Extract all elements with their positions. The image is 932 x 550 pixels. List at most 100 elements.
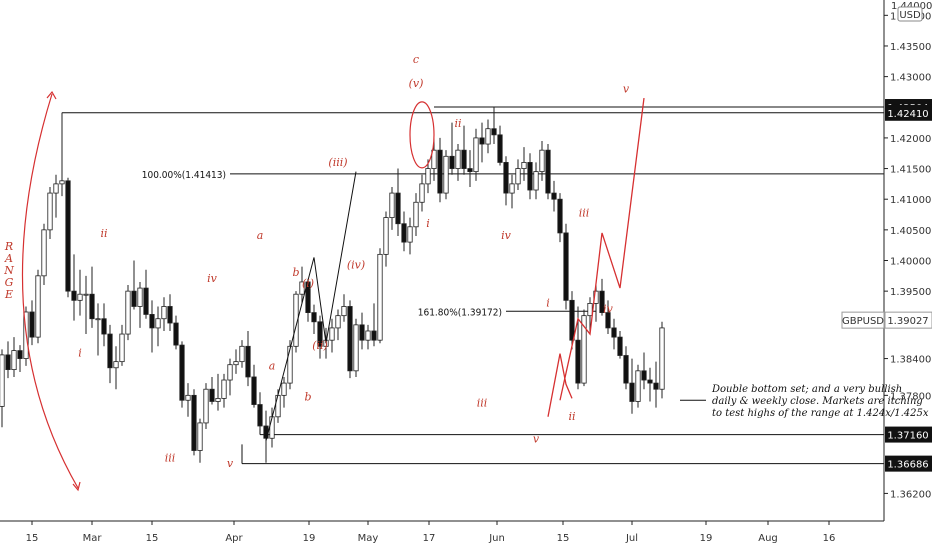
candle-body-down	[101, 318, 107, 335]
candle-body-down	[149, 314, 155, 329]
candle-body-down	[167, 306, 173, 324]
candle-body-up	[587, 303, 593, 317]
time-tick-label: Apr	[225, 533, 243, 544]
candle-body-up	[239, 345, 245, 363]
candle-body-up	[125, 290, 131, 335]
candle-body-up	[197, 422, 203, 451]
candles	[0, 107, 665, 463]
price-tick-label: 1.42000	[890, 134, 931, 145]
candle-body-down	[107, 333, 113, 369]
currency-label: USD	[899, 10, 921, 21]
candle-body-up	[155, 318, 161, 329]
currency-box	[897, 6, 923, 22]
candle-body-up	[83, 293, 89, 296]
candle-body-up	[515, 168, 521, 185]
candle-body-down	[131, 290, 137, 307]
price-tick-label: 1.40000	[890, 257, 931, 268]
price-axis[interactable]: 1.36200 1.37800 1.38400 1.39500 1.40000 1.405…	[841, 0, 932, 521]
range-letter: A	[4, 252, 13, 265]
candle-body-down	[179, 344, 185, 401]
price-tick-label: 1.39500	[890, 287, 931, 298]
candle-body-down	[605, 312, 611, 329]
candle-body-up	[11, 350, 17, 371]
candle-body-up	[269, 416, 275, 439]
candle-body-up	[275, 394, 281, 418]
candle-body-down	[311, 312, 317, 323]
candle-body-down	[599, 290, 605, 314]
symbol-badge	[841, 311, 885, 329]
candle-body-down	[623, 355, 629, 384]
candle-body-up	[113, 361, 119, 369]
candle-body-up	[47, 192, 53, 231]
time-tick-label: Jul	[625, 533, 638, 544]
price-badge-label: 1.42410	[887, 109, 928, 120]
horizontal-lines: 100.00%(1.41413) 161.80%(1.39172)	[61, 106, 884, 465]
range-arc	[21, 93, 79, 489]
time-axis[interactable]: 15 Mar 15 Apr 19 May 17 Jun 15 Jul 19 Aug 16	[0, 520, 884, 544]
price-badge-label: 1.37160	[887, 431, 928, 442]
candle-body-up	[485, 128, 491, 145]
candle-body-down	[29, 311, 35, 338]
candle-body-down	[245, 345, 251, 378]
candle-body-up	[281, 382, 287, 396]
candle-body-down	[449, 155, 455, 169]
candle-body-down	[545, 149, 551, 194]
candle-body-up	[299, 281, 305, 295]
candle-body-up	[365, 330, 371, 341]
candle-body-up	[95, 318, 101, 321]
candle-body-down	[5, 354, 11, 371]
time-tick-label: 15	[557, 533, 570, 544]
wave-label: (i)	[302, 277, 314, 290]
candle-body-up	[329, 327, 335, 341]
time-tick-label: 17	[423, 533, 436, 544]
range-letter: E	[4, 288, 13, 301]
candle-body-down	[191, 394, 197, 451]
candle-body-up	[185, 394, 191, 401]
wave-label: a	[257, 229, 264, 242]
candle-body-up	[635, 370, 641, 402]
time-tick-label: 15	[26, 533, 39, 544]
price-tick-label: 1.43000	[890, 73, 931, 84]
wave-label: (v)	[409, 77, 424, 90]
wave-label: c	[413, 53, 419, 66]
candle-body-down	[557, 198, 563, 234]
fib-label: 161.80%(1.39172)	[418, 307, 502, 318]
price-badge	[885, 455, 932, 472]
wave-label: i	[78, 347, 82, 360]
wave-label: iii	[165, 452, 176, 465]
wave-label: ii	[100, 227, 107, 240]
candle-body-down	[617, 336, 623, 356]
candle-body-up	[521, 162, 527, 169]
wave-label: i	[546, 296, 550, 309]
price-tick-label: 1.40500	[890, 226, 931, 237]
price-tick-label: 1.36200	[890, 489, 931, 500]
candle-body-down	[551, 192, 557, 200]
candle-body-down	[65, 180, 71, 292]
candle-body-down	[209, 388, 215, 402]
time-tick-label: May	[358, 533, 379, 544]
candle-body-up	[539, 149, 545, 173]
candle-body-up	[509, 183, 515, 194]
candle-body-up	[203, 388, 209, 424]
time-tick-label: Jun	[488, 533, 505, 544]
note-line: Double bottom set; and a very bullish	[711, 384, 902, 395]
candle-body-down	[467, 168, 473, 173]
candle-body-down	[497, 134, 503, 163]
candle-body-down	[257, 404, 263, 427]
price-tick-label: 1.41500	[890, 165, 931, 176]
candle-body-up	[533, 171, 539, 191]
wave-label: iii	[579, 206, 590, 219]
candle-body-up	[455, 149, 461, 169]
candle-body-down	[611, 327, 617, 338]
candle-body-up	[335, 315, 341, 329]
candle-body-up	[215, 398, 221, 402]
price-tick-label: 1.43500	[890, 42, 931, 53]
candle-body-down	[143, 287, 149, 315]
candle-body-up	[443, 155, 449, 194]
candle-body-down	[563, 232, 569, 301]
wave-label: a	[269, 360, 276, 373]
note-line: daily & weekly close. Markets are itchin…	[712, 396, 923, 407]
candle-body-down	[437, 149, 443, 194]
